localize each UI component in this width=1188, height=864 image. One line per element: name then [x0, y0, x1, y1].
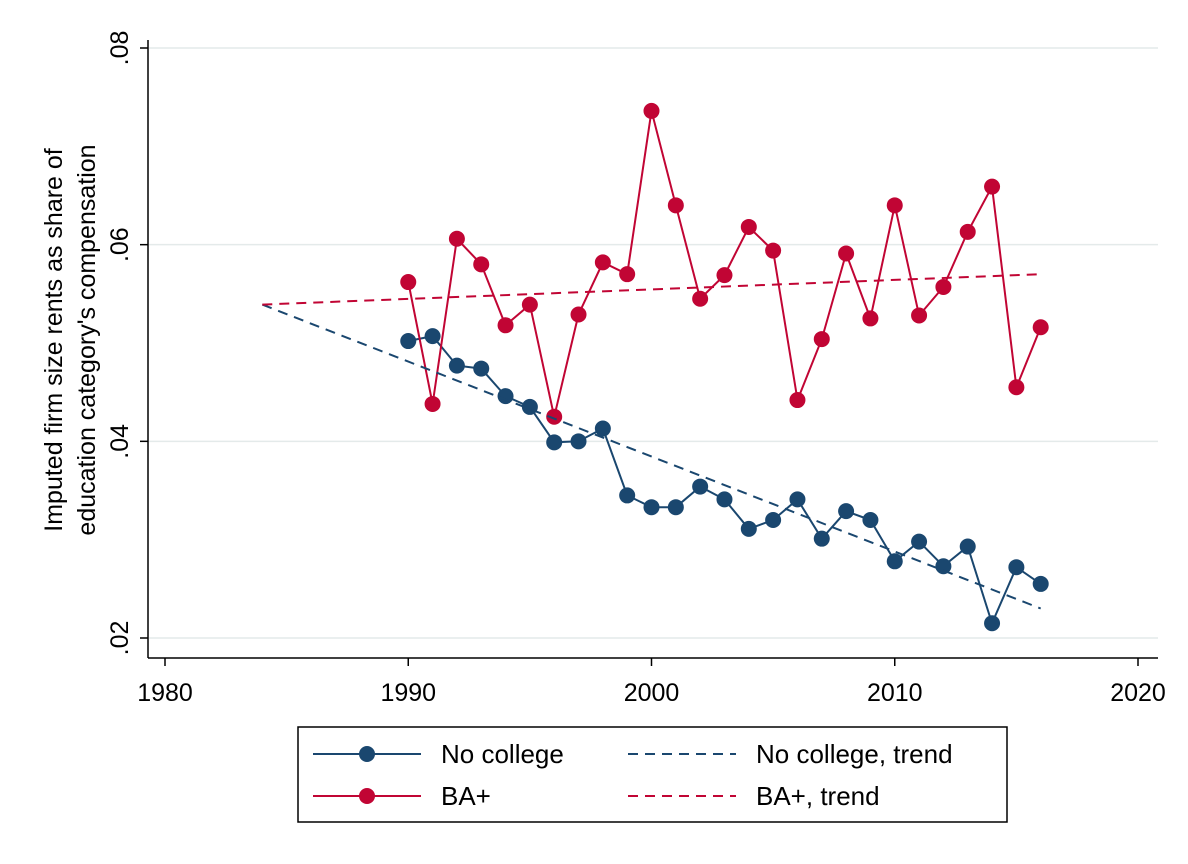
x-tick-label: 1980 — [137, 679, 193, 707]
data-point-no-college — [546, 434, 563, 451]
data-point-ba — [570, 306, 587, 323]
data-point-ba — [497, 317, 514, 334]
data-point-no-college — [716, 491, 733, 508]
data-point-no-college — [448, 357, 465, 374]
data-point-ba — [959, 223, 976, 240]
data-point-ba — [546, 408, 563, 425]
data-point-ba — [1008, 379, 1025, 396]
x-tick-label: 1990 — [380, 679, 436, 707]
data-point-ba — [716, 267, 733, 284]
x-tick-label: 2020 — [1110, 679, 1166, 707]
data-point-ba — [935, 278, 952, 295]
data-point-ba — [473, 256, 490, 273]
legend-label: No college, trend — [756, 739, 953, 769]
plot-area — [261, 102, 1049, 632]
legend-box — [297, 726, 1008, 823]
data-point-ba — [886, 197, 903, 214]
data-point-no-college — [765, 512, 782, 528]
data-point-no-college — [692, 478, 709, 495]
data-point-no-college — [424, 328, 441, 345]
data-point-ba — [740, 218, 757, 235]
data-point-no-college — [789, 491, 806, 508]
data-point-ba — [667, 197, 684, 214]
data-point-ba — [643, 102, 660, 119]
data-point-no-college — [667, 499, 684, 516]
y-tick-label: .02 — [106, 621, 134, 656]
legend: No college No college, trend BA+ BA+, trend — [297, 726, 1008, 823]
data-point-no-college — [911, 533, 928, 550]
data-point-ba — [984, 178, 1001, 195]
x-tick-label: 2000 — [624, 679, 680, 707]
y-tick-label: .04 — [106, 424, 134, 459]
y-tick-label: .08 — [106, 31, 134, 66]
data-point-ba — [448, 230, 465, 247]
data-point-no-college — [740, 520, 757, 537]
data-point-no-college — [838, 503, 855, 520]
data-point-no-college — [570, 433, 587, 450]
data-point-no-college — [886, 553, 903, 570]
data-point-ba — [594, 254, 611, 271]
data-point-no-college — [862, 512, 879, 528]
data-point-ba — [789, 392, 806, 409]
grid-lines — [149, 47, 1158, 639]
legend-label: BA+ — [441, 781, 491, 811]
x-tick-label: 2010 — [867, 679, 923, 707]
data-point-no-college — [813, 530, 830, 547]
data-point-ba — [619, 266, 636, 283]
y-tick-label: .06 — [106, 227, 134, 262]
data-point-ba — [813, 331, 830, 348]
data-point-no-college — [594, 420, 611, 437]
y-axis-label-line1: Imputed firm size rents as share of — [40, 148, 68, 532]
legend-label: No college — [441, 739, 564, 769]
data-point-ba — [911, 307, 928, 324]
data-point-ba — [765, 242, 782, 259]
data-point-no-college — [1032, 575, 1049, 592]
data-point-ba — [692, 290, 709, 307]
data-point-ba — [521, 296, 538, 313]
legend-label: BA+, trend — [756, 781, 880, 811]
legend-swatch-marker — [359, 746, 375, 762]
y-axis-ticks: .02 .04 .06 .08 — [106, 31, 148, 656]
x-axis-ticks: 1980 1990 2000 2010 2020 — [137, 658, 1166, 707]
series-line-ba-trend — [262, 273, 1041, 306]
data-point-ba — [400, 274, 417, 291]
data-point-no-college — [643, 499, 660, 516]
axes — [147, 40, 1158, 659]
legend-swatch-marker — [359, 788, 375, 804]
data-point-no-college — [473, 360, 490, 377]
data-point-no-college — [619, 487, 636, 504]
y-axis-label-line2: education category's compensation — [73, 144, 101, 535]
data-point-no-college — [1008, 559, 1025, 576]
data-point-no-college — [935, 558, 952, 575]
data-point-no-college — [400, 333, 417, 350]
data-point-ba — [424, 395, 441, 412]
data-point-ba — [862, 310, 879, 327]
data-point-ba — [838, 245, 855, 262]
series-line-no-college-trend — [261, 303, 1042, 610]
data-point-ba — [1032, 319, 1049, 336]
data-point-no-college — [984, 615, 1001, 632]
data-point-no-college — [497, 388, 514, 405]
data-point-no-college — [959, 538, 976, 555]
